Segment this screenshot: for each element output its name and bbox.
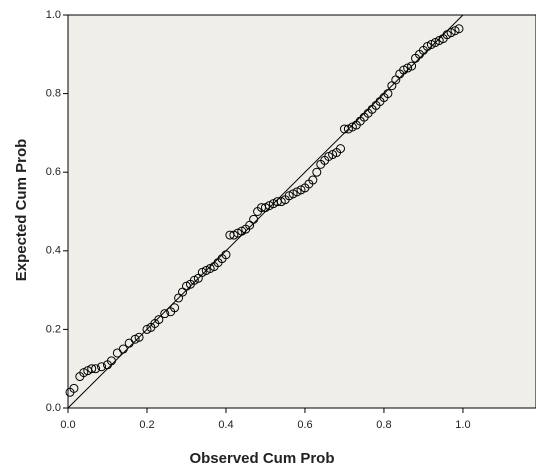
y-tick-label: 0.4 [46,245,61,257]
point [134,332,144,342]
point [249,214,259,224]
x-tick-label: 1.0 [455,419,470,431]
point [383,89,393,99]
point [312,167,322,177]
y-axis-title: Expected Cum Prob [13,139,30,282]
point [154,315,164,325]
plot-area [67,14,536,409]
point [454,24,464,34]
point [170,303,180,313]
x-tick-label: 0.0 [60,419,75,431]
point [336,144,346,154]
y-tick-label: 0.2 [46,323,61,335]
point [308,175,318,185]
point [118,344,128,354]
point [69,383,79,393]
y-tick-label: 0.8 [46,88,61,100]
x-tick-label: 0.8 [376,419,391,431]
point [97,362,107,372]
point [407,61,417,71]
point [87,364,97,374]
y-tick-label: 1.0 [46,9,61,21]
x-tick-label: 0.4 [218,419,233,431]
y-tick-label: 0.0 [46,402,61,414]
point [160,309,170,319]
point [91,364,101,374]
x-axis-title: Observed Cum Prob [189,450,334,467]
y-tick-label: 0.6 [46,166,61,178]
x-tick-label: 0.2 [139,419,154,431]
x-tick-label: 0.6 [297,419,312,431]
point [106,356,116,366]
point [221,250,231,260]
